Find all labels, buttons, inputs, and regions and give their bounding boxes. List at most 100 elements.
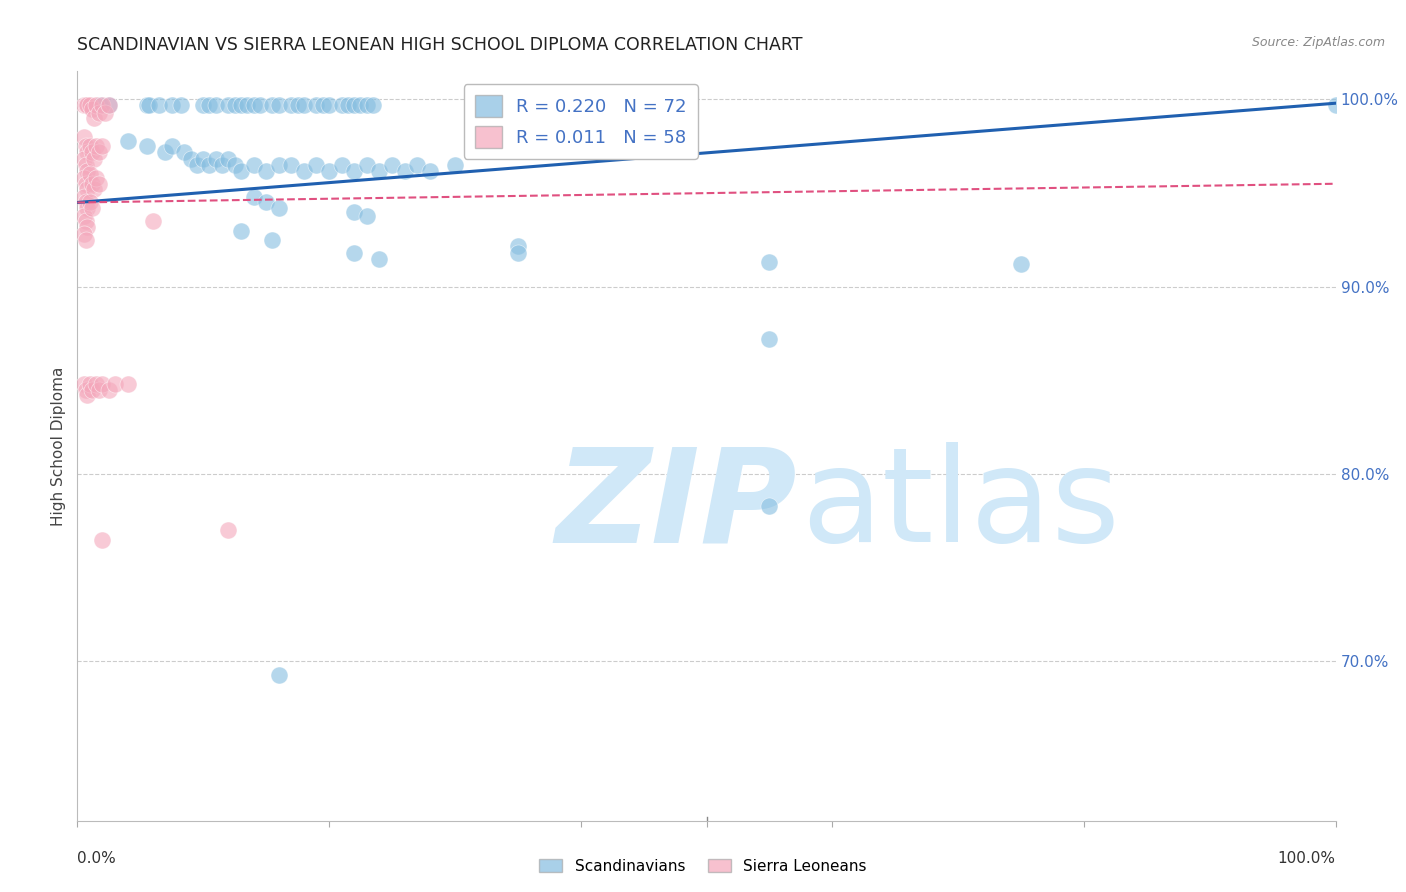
Point xyxy=(84,171,107,186)
Point xyxy=(155,145,177,159)
Text: 0.0%: 0.0% xyxy=(77,851,117,865)
Point xyxy=(330,158,353,172)
Text: 100.0%: 100.0% xyxy=(1278,851,1336,865)
Point xyxy=(336,98,359,112)
Text: Source: ZipAtlas.com: Source: ZipAtlas.com xyxy=(1251,36,1385,49)
Point xyxy=(72,153,94,167)
Point xyxy=(72,190,94,204)
Point xyxy=(229,224,252,238)
Point xyxy=(204,153,226,167)
Point xyxy=(75,158,97,172)
Point xyxy=(72,130,94,145)
Point xyxy=(419,163,441,178)
Point xyxy=(79,377,101,392)
Point xyxy=(262,233,284,247)
Point xyxy=(267,158,290,172)
Point xyxy=(89,98,111,112)
Point xyxy=(211,158,233,172)
Point xyxy=(224,98,246,112)
Point xyxy=(87,177,110,191)
Point xyxy=(87,145,110,159)
Point xyxy=(217,153,239,167)
Point xyxy=(292,163,315,178)
Point xyxy=(394,163,416,178)
Point xyxy=(356,98,378,112)
Point xyxy=(758,255,780,269)
Point xyxy=(87,383,110,397)
Point xyxy=(406,158,429,172)
Point xyxy=(305,158,328,172)
Point xyxy=(75,98,97,112)
Point xyxy=(180,153,202,167)
Point xyxy=(204,98,226,112)
Point xyxy=(254,195,277,210)
Point xyxy=(343,163,366,178)
Point xyxy=(117,134,139,148)
Point xyxy=(254,163,277,178)
Point xyxy=(84,377,107,392)
Point xyxy=(97,98,120,112)
Point xyxy=(82,102,104,116)
Point xyxy=(229,98,252,112)
Point xyxy=(91,98,114,112)
Point xyxy=(312,98,335,112)
Point xyxy=(236,98,259,112)
Point xyxy=(75,177,97,191)
Point xyxy=(242,98,264,112)
Point xyxy=(79,98,101,112)
Point xyxy=(148,98,170,112)
Point xyxy=(97,98,120,112)
Point xyxy=(83,182,105,196)
Point xyxy=(356,158,378,172)
Point xyxy=(305,98,328,112)
Point xyxy=(160,139,183,153)
Point xyxy=(97,383,120,397)
Point xyxy=(87,105,110,120)
Point xyxy=(343,98,366,112)
Point xyxy=(75,139,97,153)
Point xyxy=(76,98,98,112)
Point xyxy=(75,383,97,397)
Point xyxy=(82,201,104,215)
Point xyxy=(173,145,195,159)
Point xyxy=(292,98,315,112)
Text: atlas: atlas xyxy=(801,442,1121,569)
Point xyxy=(330,98,353,112)
Point xyxy=(318,98,340,112)
Y-axis label: High School Diploma: High School Diploma xyxy=(51,367,66,525)
Legend: R = 0.220   N = 72, R = 0.011   N = 58: R = 0.220 N = 72, R = 0.011 N = 58 xyxy=(464,84,697,159)
Point xyxy=(75,214,97,228)
Point xyxy=(72,209,94,223)
Point xyxy=(343,205,366,219)
Point xyxy=(198,158,221,172)
Point xyxy=(224,158,246,172)
Point xyxy=(82,177,104,191)
Point xyxy=(82,383,104,397)
Point xyxy=(361,98,384,112)
Point xyxy=(72,171,94,186)
Point xyxy=(217,98,239,112)
Point xyxy=(169,98,191,112)
Point xyxy=(262,98,284,112)
Point xyxy=(76,163,98,178)
Point xyxy=(242,158,264,172)
Point xyxy=(280,158,302,172)
Point xyxy=(356,209,378,223)
Point xyxy=(267,667,290,681)
Point xyxy=(349,98,371,112)
Point xyxy=(242,190,264,204)
Point xyxy=(249,98,271,112)
Point xyxy=(75,233,97,247)
Point xyxy=(91,377,114,392)
Point xyxy=(142,214,165,228)
Point xyxy=(79,139,101,153)
Point xyxy=(368,163,391,178)
Point xyxy=(76,182,98,196)
Point xyxy=(83,153,105,167)
Text: SCANDINAVIAN VS SIERRA LEONEAN HIGH SCHOOL DIPLOMA CORRELATION CHART: SCANDINAVIAN VS SIERRA LEONEAN HIGH SCHO… xyxy=(77,36,803,54)
Point xyxy=(506,246,529,260)
Point xyxy=(76,201,98,215)
Point xyxy=(160,98,183,112)
Point xyxy=(267,201,290,215)
Point xyxy=(1010,257,1032,271)
